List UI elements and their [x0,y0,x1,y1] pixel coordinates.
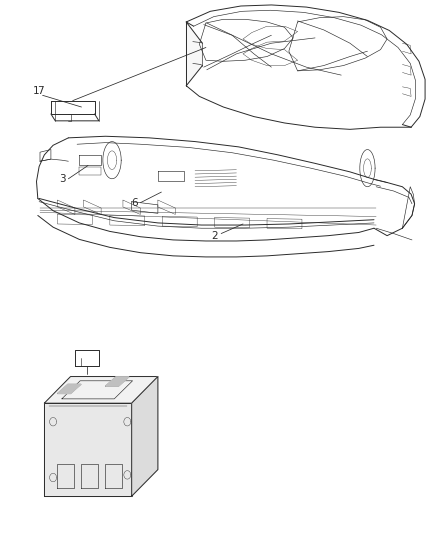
Polygon shape [106,377,129,386]
Text: 1: 1 [33,86,40,96]
Polygon shape [44,403,132,496]
Text: 6: 6 [131,198,138,208]
Polygon shape [44,376,158,403]
Polygon shape [132,376,158,496]
Text: 3: 3 [60,174,66,184]
Text: 2: 2 [211,231,218,241]
Polygon shape [57,384,81,393]
Text: 7: 7 [38,86,44,96]
Polygon shape [186,22,202,86]
